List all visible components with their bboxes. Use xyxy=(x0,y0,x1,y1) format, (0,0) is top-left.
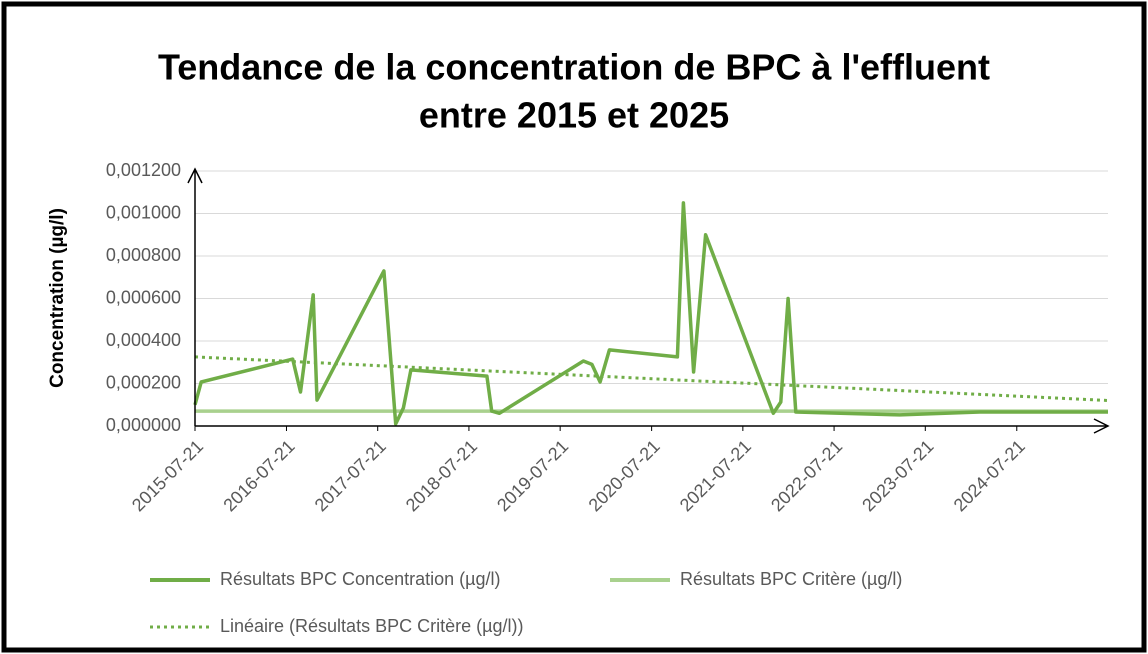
x-axis xyxy=(195,418,1110,434)
y-tick-label: 0,000200 xyxy=(106,372,181,392)
y-tick-label: 0,001000 xyxy=(106,202,181,222)
y-axis xyxy=(187,167,203,426)
legend-label: Linéaire (Résultats BPC Critère (µg/l)) xyxy=(220,616,523,636)
y-tick-label: 0,000600 xyxy=(106,287,181,307)
y-tick-label: 0,000400 xyxy=(106,330,181,350)
chart-title: Tendance de la concentration de BPC à l'… xyxy=(158,47,990,88)
chart-title: entre 2015 et 2025 xyxy=(419,95,729,136)
y-axis-title: Concentration (µg/l) xyxy=(47,208,68,388)
y-tick-label: 0,000800 xyxy=(106,245,181,265)
legend-label: Résultats BPC Concentration (µg/l) xyxy=(220,569,501,589)
y-tick-label: 0,000000 xyxy=(106,415,181,435)
y-tick-label: 0,001200 xyxy=(106,160,181,180)
series-line xyxy=(193,201,1108,426)
legend-label: Résultats BPC Critère (µg/l) xyxy=(680,569,902,589)
series-line xyxy=(194,355,1109,402)
